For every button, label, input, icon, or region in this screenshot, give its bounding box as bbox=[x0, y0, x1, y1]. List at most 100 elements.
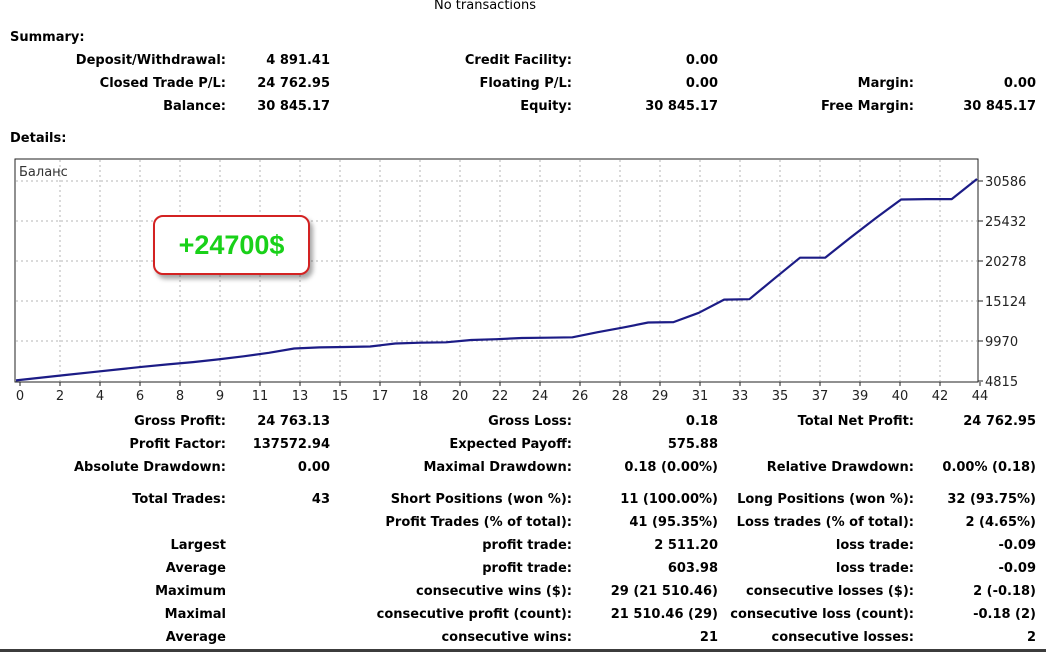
stat-label: Relative Drawdown: bbox=[766, 460, 914, 475]
stat-label: Profit Factor: bbox=[129, 437, 226, 452]
stat-label: Loss trades (% of total): bbox=[736, 515, 914, 530]
stat-value: -0.09 bbox=[998, 538, 1036, 553]
x-tick-label: 28 bbox=[612, 389, 629, 404]
x-tick-label: 40 bbox=[892, 389, 909, 404]
stat-label: Balance: bbox=[163, 99, 226, 114]
x-tick-label: 0 bbox=[16, 389, 24, 404]
y-tick-label: 25432 bbox=[985, 215, 1026, 230]
stat-label: consecutive losses: bbox=[771, 630, 914, 645]
stat-label: Floating P/L: bbox=[479, 76, 572, 91]
x-tick-label: 42 bbox=[932, 389, 949, 404]
x-tick-label: 15 bbox=[332, 389, 349, 404]
stat-value: 24 763.13 bbox=[257, 414, 330, 429]
stat-label: Maximum bbox=[155, 584, 226, 599]
stat-label: Credit Facility: bbox=[464, 53, 572, 68]
stat-label: Long Positions (won %): bbox=[737, 492, 914, 507]
stat-label: Profit Trades (% of total): bbox=[385, 515, 572, 530]
x-tick-label: 31 bbox=[692, 389, 709, 404]
stat-value: 30 845.17 bbox=[645, 99, 718, 114]
stat-value: -0.18 (2) bbox=[973, 607, 1036, 622]
x-tick-label: 8 bbox=[176, 389, 184, 404]
stat-value: 4 891.41 bbox=[266, 53, 330, 68]
stat-value: 21 510.46 (29) bbox=[610, 607, 718, 622]
stat-value: 0.18 (0.00%) bbox=[624, 460, 718, 475]
x-tick-label: 6 bbox=[136, 389, 144, 404]
chart-title: Баланс bbox=[19, 165, 68, 180]
stat-label: Largest bbox=[170, 538, 226, 553]
x-tick-label: 2 bbox=[56, 389, 64, 404]
stat-value: 0.00 bbox=[297, 460, 330, 475]
x-tick-label: 18 bbox=[412, 389, 429, 404]
stat-value: 32 (93.75%) bbox=[947, 492, 1036, 507]
stat-label: Total Trades: bbox=[132, 492, 226, 507]
x-tick-label: 9 bbox=[216, 389, 224, 404]
stat-label: consecutive losses ($): bbox=[746, 584, 914, 599]
stat-label: Equity: bbox=[520, 99, 572, 114]
stat-label: Gross Profit: bbox=[134, 414, 226, 429]
stat-value: 2 bbox=[1026, 630, 1036, 645]
x-tick-label: 37 bbox=[812, 389, 829, 404]
stat-value: 603.98 bbox=[667, 561, 718, 576]
stat-value: 0.00 bbox=[685, 53, 718, 68]
no-transactions-text: No transactions bbox=[433, 0, 537, 13]
stat-label: loss trade: bbox=[835, 538, 914, 553]
x-tick-label: 17 bbox=[372, 389, 389, 404]
stat-label: Expected Payoff: bbox=[449, 437, 572, 452]
stat-label: loss trade: bbox=[835, 561, 914, 576]
stat-label: Margin: bbox=[857, 76, 914, 91]
stat-label: consecutive profit (count): bbox=[376, 607, 572, 622]
stat-value: 575.88 bbox=[667, 437, 718, 452]
stat-value: 24 762.95 bbox=[963, 414, 1036, 429]
stat-label: profit trade: bbox=[482, 561, 572, 576]
stat-value: 30 845.17 bbox=[963, 99, 1036, 114]
stat-value: 137572.94 bbox=[252, 437, 330, 452]
x-tick-label: 22 bbox=[492, 389, 509, 404]
stat-value: 21 bbox=[699, 630, 718, 645]
stat-value: 2 511.20 bbox=[654, 538, 718, 553]
stat-value: 0.00 bbox=[685, 76, 718, 91]
y-tick-label: 30586 bbox=[985, 175, 1026, 190]
bottom-divider bbox=[0, 649, 1046, 652]
stat-value: 0.00% (0.18) bbox=[942, 460, 1036, 475]
stat-value: 24 762.95 bbox=[257, 76, 330, 91]
stat-value: 29 (21 510.46) bbox=[610, 584, 718, 599]
stat-label: Maximal bbox=[164, 607, 226, 622]
y-tick-label: 20278 bbox=[985, 255, 1026, 270]
stat-label: profit trade: bbox=[482, 538, 572, 553]
x-tick-label: 20 bbox=[452, 389, 469, 404]
stat-value: 0.18 bbox=[685, 414, 718, 429]
stat-label: Closed Trade P/L: bbox=[99, 76, 226, 91]
stat-label: Absolute Drawdown: bbox=[74, 460, 226, 475]
stat-label: Gross Loss: bbox=[488, 414, 572, 429]
stat-value: 41 (95.35%) bbox=[629, 515, 718, 530]
x-tick-label: 24 bbox=[532, 389, 549, 404]
stat-value: 0.00 bbox=[1003, 76, 1036, 91]
stat-label: Deposit/Withdrawal: bbox=[75, 53, 226, 68]
x-tick-label: 11 bbox=[252, 389, 269, 404]
summary-heading: Summary: bbox=[10, 30, 85, 45]
x-tick-label: 29 bbox=[652, 389, 669, 404]
y-tick-label: 15124 bbox=[985, 295, 1026, 310]
profit-annotation-badge: +24700$ bbox=[153, 215, 310, 275]
stat-value: 2 (-0.18) bbox=[973, 584, 1036, 599]
stat-label: Total Net Profit: bbox=[797, 414, 914, 429]
stat-value: 11 (100.00%) bbox=[620, 492, 718, 507]
x-tick-label: 26 bbox=[572, 389, 589, 404]
stat-label: consecutive loss (count): bbox=[730, 607, 914, 622]
stat-value: 43 bbox=[311, 492, 330, 507]
stat-label: Maximal Drawdown: bbox=[423, 460, 572, 475]
stat-label: Average bbox=[165, 561, 226, 576]
details-heading: Details: bbox=[10, 131, 67, 146]
y-tick-label: 9970 bbox=[985, 335, 1018, 350]
x-tick-label: 39 bbox=[852, 389, 869, 404]
stat-label: consecutive wins ($): bbox=[415, 584, 572, 599]
x-tick-label: 13 bbox=[292, 389, 309, 404]
x-tick-label: 35 bbox=[772, 389, 789, 404]
x-tick-label: 4 bbox=[96, 389, 104, 404]
stat-label: Free Margin: bbox=[821, 99, 914, 114]
balance-series-line bbox=[15, 178, 978, 382]
stat-label: consecutive wins: bbox=[441, 630, 572, 645]
stat-label: Short Positions (won %): bbox=[390, 492, 572, 507]
stat-value: 30 845.17 bbox=[257, 99, 330, 114]
